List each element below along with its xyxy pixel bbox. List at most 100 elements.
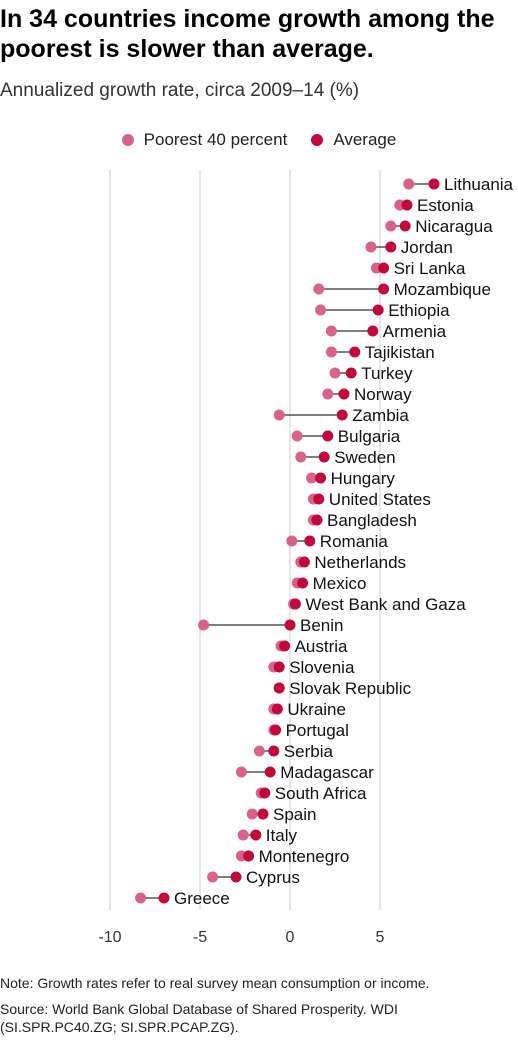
country-row: Madagascar — [236, 763, 374, 782]
chart-subtitle: Annualized growth rate, circa 2009–14 (%… — [0, 80, 359, 102]
country-label: Ethiopia — [388, 301, 450, 320]
average-point — [285, 620, 296, 631]
dumbbell-chart: -10 -5 0 5 Lithuania Estonia Nicaragua Jordan S… — [0, 160, 518, 960]
country-row: Italy — [238, 826, 298, 845]
country-label: Slovak Republic — [289, 679, 411, 698]
country-row: Ethiopia — [315, 301, 450, 320]
poorest-point — [322, 389, 333, 400]
country-row: Montenegro — [236, 847, 349, 866]
country-row: United States — [308, 490, 431, 509]
average-point — [231, 872, 242, 883]
legend-swatch-average — [311, 134, 323, 146]
country-label: Zambia — [352, 406, 409, 425]
country-row: West Bank and Gaza — [288, 595, 466, 614]
country-label: Slovenia — [289, 658, 355, 677]
average-point — [429, 179, 440, 190]
average-point — [274, 662, 285, 673]
country-row: Bulgaria — [292, 427, 401, 446]
country-row: Portugal — [268, 721, 349, 740]
country-label: Greece — [174, 889, 230, 908]
x-tick-label: -10 — [98, 929, 121, 946]
country-label: Montenegro — [259, 847, 350, 866]
country-label: Italy — [266, 826, 298, 845]
country-row: Mexico — [292, 574, 367, 593]
country-label: Tajikistan — [365, 343, 435, 362]
country-label: Turkey — [361, 364, 413, 383]
country-label: Madagascar — [280, 763, 374, 782]
country-label: Mozambique — [394, 280, 491, 299]
legend-swatch-poorest — [122, 134, 134, 146]
average-point — [367, 326, 378, 337]
average-point — [250, 830, 261, 841]
country-label: Mexico — [313, 574, 367, 593]
country-row: Turkey — [330, 364, 414, 383]
average-point — [319, 452, 330, 463]
tick-layer: -10 -5 0 5 — [98, 929, 384, 946]
average-point — [274, 683, 285, 694]
average-point — [385, 242, 396, 253]
average-point — [265, 767, 276, 778]
country-row: Tajikistan — [326, 343, 435, 362]
country-row: Hungary — [306, 469, 395, 488]
country-label: Netherlands — [314, 553, 406, 572]
poorest-point — [286, 536, 297, 547]
country-row: Ukraine — [268, 700, 346, 719]
country-label: Hungary — [331, 469, 396, 488]
poorest-point — [330, 368, 341, 379]
legend-label-poorest: Poorest 40 percent — [144, 130, 288, 150]
poorest-point — [326, 326, 337, 337]
country-row: Benin — [198, 616, 343, 635]
country-label: Jordan — [401, 238, 453, 257]
country-label: South Africa — [275, 784, 367, 803]
country-label: United States — [329, 490, 431, 509]
country-row: Sweden — [295, 448, 395, 467]
poorest-point — [315, 305, 326, 316]
country-row: Armenia — [326, 322, 447, 341]
country-row: Spain — [247, 805, 317, 824]
average-point — [378, 284, 389, 295]
average-point — [313, 494, 324, 505]
legend-label-average: Average — [333, 130, 396, 150]
country-label: Spain — [273, 805, 316, 824]
country-label: Bangladesh — [327, 511, 417, 530]
poorest-point — [292, 431, 303, 442]
poorest-point — [247, 809, 258, 820]
average-point — [337, 410, 348, 421]
average-point — [279, 641, 290, 652]
average-point — [270, 725, 281, 736]
country-label: Lithuania — [444, 175, 514, 194]
poorest-point — [274, 410, 285, 421]
poorest-point — [198, 620, 209, 631]
average-point — [272, 704, 283, 715]
country-label: Sweden — [334, 448, 395, 467]
poorest-point — [326, 347, 337, 358]
country-row: Jordan — [366, 238, 453, 257]
x-tick-label: 5 — [376, 929, 385, 946]
average-point — [268, 746, 279, 757]
poorest-point — [366, 242, 377, 253]
average-point — [339, 389, 350, 400]
average-point — [400, 221, 411, 232]
x-tick-label: -5 — [193, 929, 207, 946]
poorest-point — [238, 830, 249, 841]
poorest-point — [135, 893, 146, 904]
country-label: Austria — [295, 637, 348, 656]
country-label: Sri Lanka — [394, 259, 466, 278]
country-label: Serbia — [284, 742, 334, 761]
country-label: Estonia — [417, 196, 474, 215]
poorest-point — [207, 872, 218, 883]
poorest-point — [313, 284, 324, 295]
poorest-point — [403, 179, 414, 190]
chart-title: In 34 countries income growth among the … — [0, 4, 518, 64]
country-row: Cyprus — [207, 868, 300, 887]
chart-note: Note: Growth rates refer to real survey … — [0, 975, 430, 991]
country-label: Romania — [320, 532, 389, 551]
average-point — [322, 431, 333, 442]
country-row: Netherlands — [295, 553, 406, 572]
country-label: Norway — [354, 385, 412, 404]
average-point — [402, 200, 413, 211]
average-point — [297, 578, 308, 589]
country-label: Benin — [300, 616, 343, 635]
country-row: Lithuania — [403, 175, 513, 194]
average-point — [312, 515, 323, 526]
